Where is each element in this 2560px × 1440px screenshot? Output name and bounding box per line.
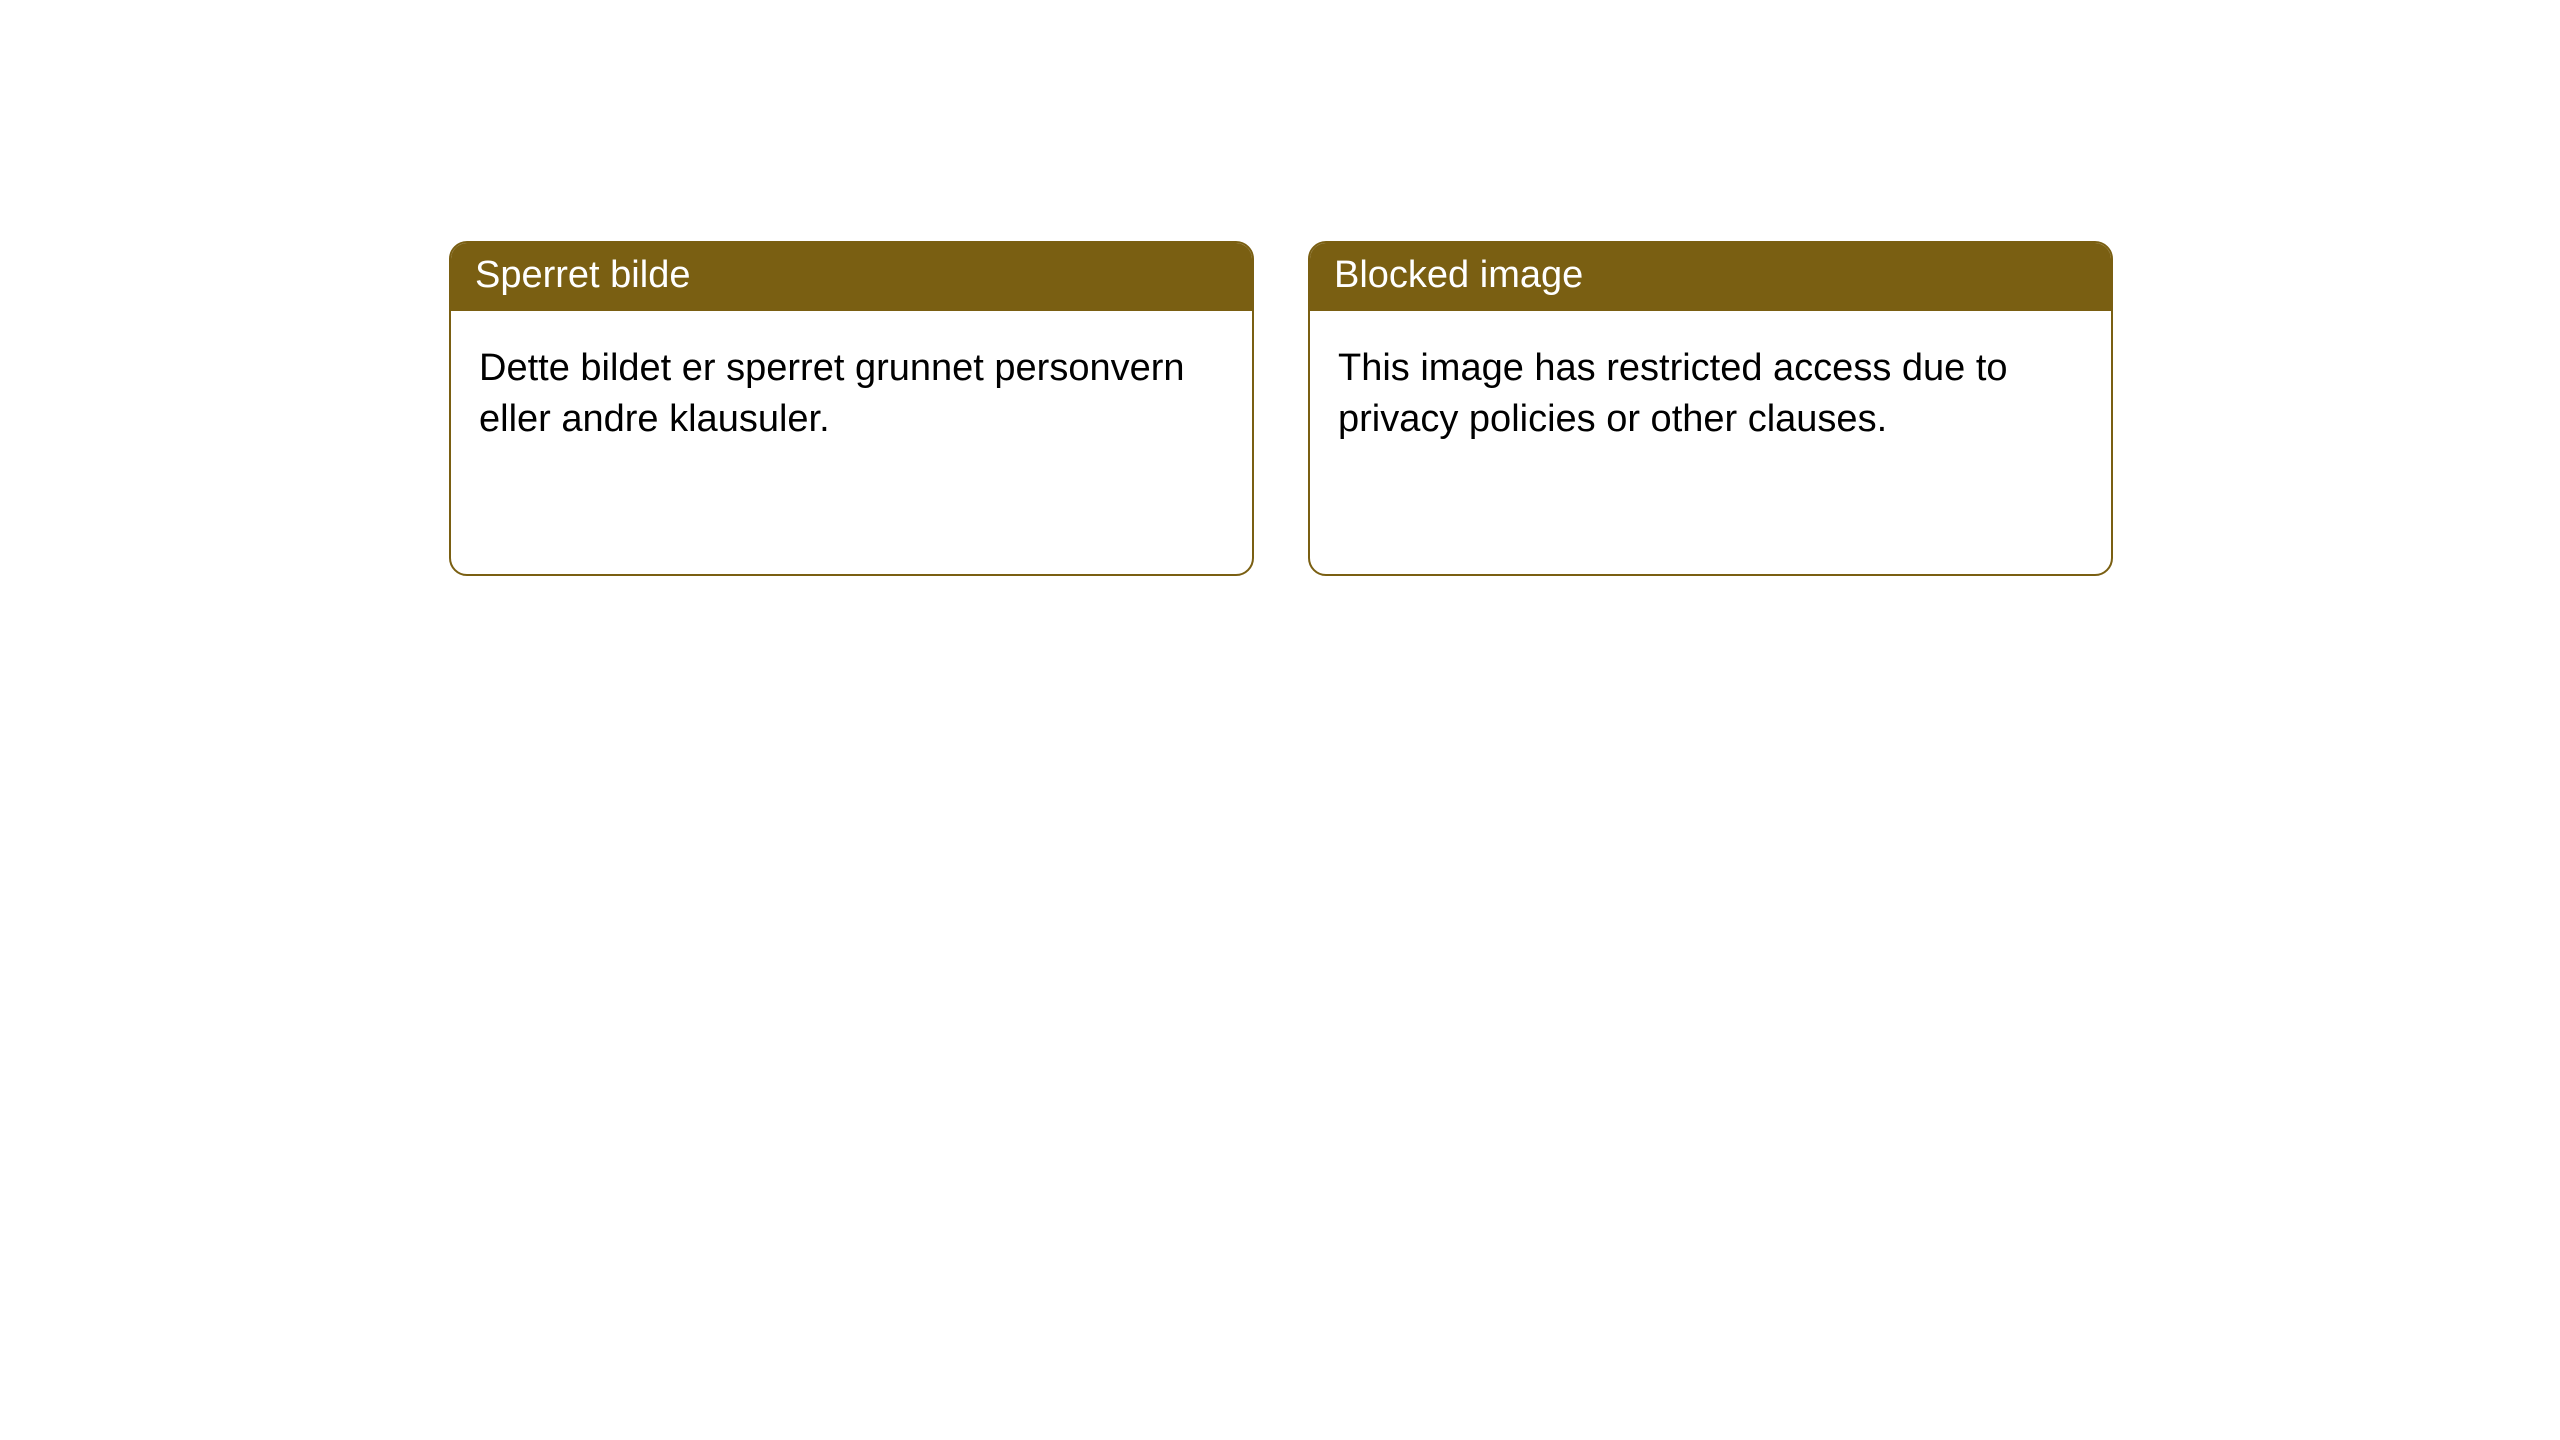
blocked-image-card-no: Sperret bilde Dette bildet er sperret gr…: [449, 241, 1254, 576]
card-header-no: Sperret bilde: [451, 243, 1252, 311]
blocked-image-notice-container: Sperret bilde Dette bildet er sperret gr…: [0, 0, 2560, 576]
blocked-image-card-en: Blocked image This image has restricted …: [1308, 241, 2113, 576]
card-body-en: This image has restricted access due to …: [1310, 311, 2111, 478]
card-body-no: Dette bildet er sperret grunnet personve…: [451, 311, 1252, 478]
card-header-en: Blocked image: [1310, 243, 2111, 311]
